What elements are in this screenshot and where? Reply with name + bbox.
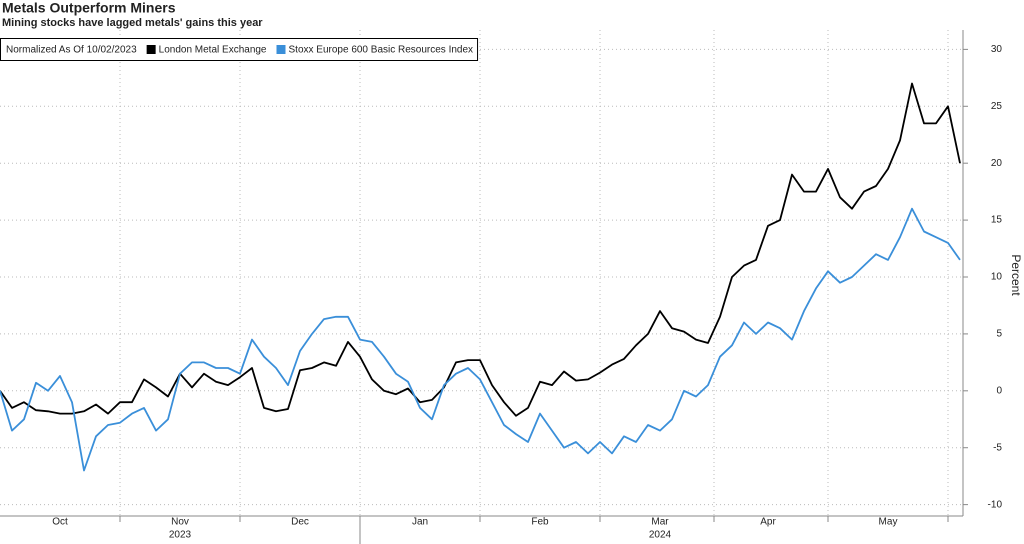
x-tick-label: Oct — [52, 517, 68, 528]
legend-swatch — [276, 45, 286, 54]
legend-swatch — [146, 45, 156, 54]
series-line — [0, 82, 961, 417]
x-group-label: 2024 — [649, 530, 672, 541]
y-tick-label: 15 — [991, 215, 1003, 226]
y-tick-label: -5 — [993, 442, 1002, 453]
y-tick-label: 25 — [991, 101, 1003, 112]
legend-box — [0, 38, 479, 61]
series-line — [0, 207, 961, 472]
legend-label: Stoxx Europe 600 Basic Resources Index — [289, 45, 474, 56]
y-tick-label: 20 — [991, 158, 1003, 169]
y-tick-label: 30 — [991, 44, 1003, 55]
y-tick-label: -10 — [988, 499, 1003, 510]
legend: Normalized As Of 10/02/2023 London Metal … — [0, 38, 479, 61]
x-tick-label: Mar — [651, 517, 669, 528]
x-tick-label: Nov — [171, 517, 189, 528]
x-tick-label: Jan — [412, 517, 428, 528]
y-tick-label: 10 — [991, 272, 1003, 283]
x-group-label: 2023 — [169, 530, 192, 541]
y-tick-label: 0 — [996, 385, 1002, 396]
chart-subtitle: Mining stocks have lagged metals' gains … — [2, 17, 263, 29]
y-tick-label: 5 — [996, 329, 1002, 340]
x-tick-label: Apr — [760, 517, 776, 528]
legend-label: London Metal Exchange — [159, 45, 267, 56]
x-tick-label: Feb — [531, 517, 549, 528]
legend-title: Normalized As Of 10/02/2023 — [6, 45, 137, 56]
x-tick-label: May — [879, 517, 898, 528]
chart-title: Metals Outperform Miners — [2, 0, 176, 16]
y-axis-label: Percent — [1009, 254, 1023, 296]
x-tick-label: Dec — [291, 517, 309, 528]
